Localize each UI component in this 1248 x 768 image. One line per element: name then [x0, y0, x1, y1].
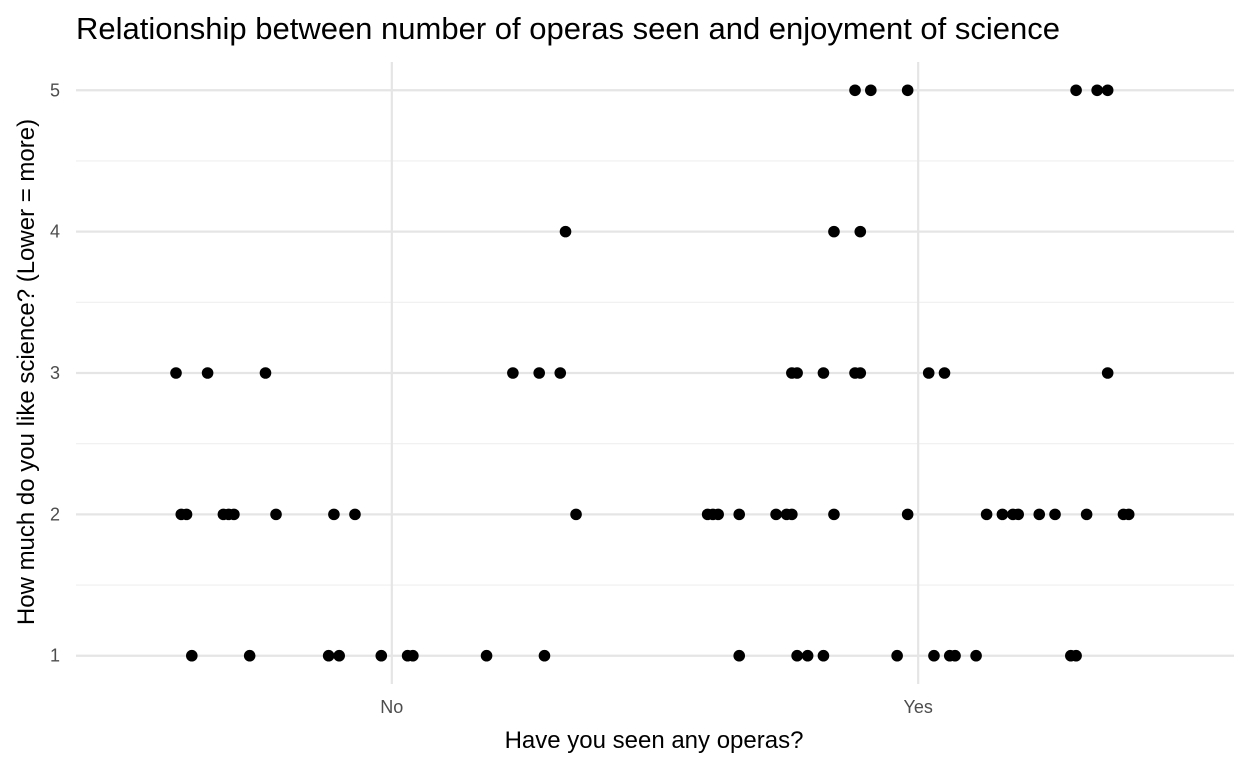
data-point	[949, 649, 961, 662]
y-tick-label: 2	[50, 504, 60, 524]
data-point	[817, 367, 830, 379]
data-point	[849, 84, 861, 97]
data-point	[322, 649, 335, 662]
data-point	[901, 508, 914, 521]
data-points	[170, 84, 1135, 662]
data-point	[733, 649, 746, 662]
data-point	[901, 84, 914, 97]
grid-lines	[76, 62, 1234, 684]
x-axis-title: Have you seen any operas?	[505, 727, 804, 754]
data-point	[996, 508, 1009, 521]
x-tick-label: No	[380, 697, 403, 717]
data-point	[186, 649, 198, 662]
data-point	[1101, 367, 1114, 379]
x-axis-ticks: No Yes	[380, 697, 933, 717]
chart-title: Relationship between number of operas se…	[76, 11, 1060, 46]
y-tick-label: 4	[50, 222, 60, 242]
data-point	[270, 508, 282, 521]
y-tick-label: 5	[50, 80, 60, 100]
data-point	[1101, 84, 1114, 97]
data-point	[243, 649, 256, 662]
data-point	[1070, 649, 1082, 662]
y-axis-title: How much do you like science? (Lower = m…	[13, 119, 40, 625]
data-point	[770, 508, 782, 521]
data-point	[791, 367, 803, 379]
data-point	[570, 508, 582, 521]
data-point	[180, 508, 193, 521]
data-point	[349, 508, 361, 521]
data-point	[507, 367, 519, 379]
data-point	[538, 649, 551, 662]
data-point	[1080, 508, 1093, 521]
data-point	[801, 649, 814, 662]
data-point	[922, 367, 935, 379]
data-point	[480, 649, 493, 662]
data-point	[733, 508, 746, 521]
data-point	[865, 84, 877, 97]
data-point	[228, 508, 240, 521]
data-point	[928, 649, 940, 662]
data-point	[1049, 508, 1061, 521]
data-point	[559, 225, 572, 238]
data-point	[1091, 84, 1103, 97]
x-tick-label: Yes	[903, 697, 932, 717]
data-point	[891, 649, 903, 662]
data-point	[1070, 84, 1082, 97]
data-point	[201, 367, 214, 379]
data-point	[791, 649, 803, 662]
data-point	[828, 508, 840, 521]
data-point	[533, 367, 545, 379]
data-point	[854, 367, 867, 379]
data-point	[333, 649, 345, 662]
data-point	[980, 508, 993, 521]
data-point	[407, 649, 419, 662]
data-point	[259, 367, 272, 379]
data-point	[1012, 508, 1024, 521]
data-point	[828, 225, 840, 238]
y-tick-label: 3	[50, 363, 60, 383]
data-point	[328, 508, 340, 521]
y-axis-ticks: 1 2 3 4 5	[50, 80, 60, 665]
data-point	[817, 649, 830, 662]
data-point	[1122, 508, 1135, 521]
data-point	[938, 367, 951, 379]
data-point	[854, 225, 867, 238]
data-point	[375, 649, 388, 662]
y-tick-label: 1	[50, 646, 60, 666]
data-point	[712, 508, 724, 521]
data-point	[1033, 508, 1046, 521]
data-point	[170, 367, 182, 379]
data-point	[970, 649, 982, 662]
data-point	[786, 508, 798, 521]
data-point	[554, 367, 567, 379]
